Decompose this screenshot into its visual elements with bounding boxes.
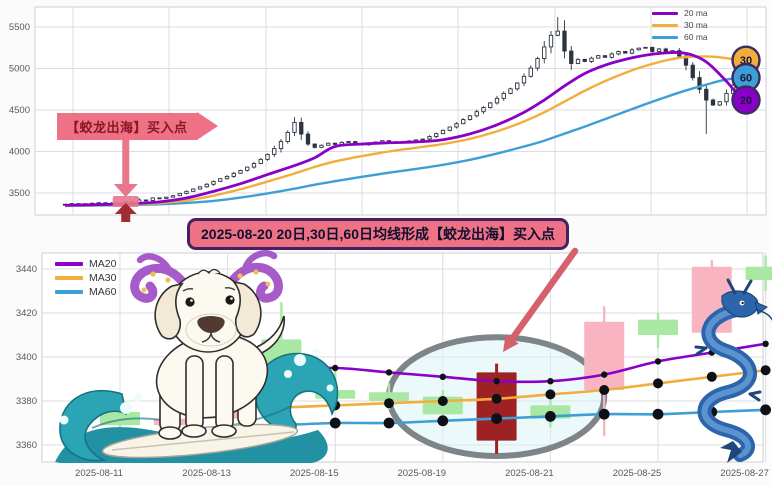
ma-marker-dot: [383, 417, 395, 429]
blue-dragon-illustration: [694, 278, 772, 463]
legend-item-ma60: MA60: [55, 286, 116, 298]
badge-label: 60: [740, 73, 752, 85]
legend-item-ma30: MA30: [55, 272, 116, 284]
overview-plot-area: [34, 6, 767, 216]
buy-point-banner: 【蛟龙出海】买入点: [57, 112, 218, 140]
candle: [638, 319, 678, 335]
x-tick-label: 2025-08-15: [290, 468, 339, 479]
dragon-tail-fin: [720, 441, 742, 463]
legend-label: MA60: [89, 286, 117, 298]
banner-arrowhead-icon: [196, 112, 218, 140]
overview-legend: 20 ma 30 ma 60 ma: [652, 8, 708, 42]
ma60-line-swatch: [55, 290, 83, 294]
candle: [584, 321, 625, 390]
y-tick-label: 3360: [16, 440, 37, 451]
badge-label: 20: [740, 95, 752, 107]
dragon-body-highlight: [701, 307, 753, 458]
ma20-line-swatch: [652, 11, 678, 15]
legend-label: 20 ma: [684, 8, 708, 18]
ma30-line-swatch: [652, 23, 678, 27]
ma-marker-dot: [762, 340, 769, 347]
detail-ma60-line: [281, 408, 766, 427]
ma-marker-dot: [599, 385, 610, 395]
x-tick-label: 2025-08-21: [505, 468, 554, 479]
ma-marker-dot: [653, 378, 663, 389]
legend-item-30ma: 30 ma: [652, 20, 708, 30]
down-arrow-icon: [122, 138, 130, 184]
x-tick-label: 2025-08-27: [720, 468, 769, 479]
callout-arrowhead-icon: [503, 334, 519, 352]
up-arrow-icon: [114, 203, 137, 214]
ma-marker-dot: [332, 364, 339, 372]
ma-marker-dot: [760, 365, 771, 376]
y-tick-label: 5000: [9, 64, 30, 75]
dragon-antlers: [130, 250, 283, 305]
ma-marker-dot: [760, 404, 771, 416]
overview-ma30-line: [64, 55, 741, 207]
ma-marker-dot: [439, 373, 446, 380]
y-tick-label: 4500: [9, 105, 30, 116]
ma60-line-swatch: [652, 35, 678, 39]
main-annotation-banner: 2025-08-20 20日,30日,60日均线形成【蛟龙出海】买入点: [187, 218, 569, 250]
y-tick-label: 3500: [9, 188, 30, 199]
ma-marker-dot: [547, 378, 554, 385]
callout-arrow: [503, 247, 579, 352]
badge-20: [731, 85, 761, 115]
surfing-dog-illustration: [55, 250, 339, 463]
x-tick-label: 2025-08-11: [75, 468, 123, 479]
candle: [369, 392, 409, 401]
overview-grid: [35, 7, 766, 215]
ma-marker-dot: [706, 371, 717, 382]
ma-marker-dot: [437, 396, 448, 406]
y-tick-label: 3420: [16, 308, 37, 319]
legend-item-ma20: MA20: [55, 258, 116, 270]
ma30-line-swatch: [55, 276, 83, 280]
dragon-head: [721, 278, 772, 321]
ma-marker-dot: [385, 369, 393, 376]
ma-marker-dot: [652, 408, 664, 420]
candle: [745, 266, 772, 280]
y-tick-label: 3400: [16, 352, 37, 363]
legend-label: MA30: [89, 272, 117, 284]
ma20-line-swatch: [55, 262, 83, 266]
ma-marker-dot: [491, 413, 502, 424]
overview-ma20-line: [64, 50, 742, 207]
y-tick-label: 3440: [16, 264, 37, 275]
overview-ma60-line: [64, 76, 741, 208]
legend-item-20ma: 20 ma: [652, 8, 708, 18]
ma-marker-dot: [545, 389, 556, 400]
legend-item-60ma: 60 ma: [652, 32, 708, 42]
buy-point-marker: [112, 138, 139, 222]
x-tick-label: 2025-08-19: [397, 468, 446, 479]
dog-illustration: [130, 250, 285, 440]
detail-legend: MA20 MA30 MA60: [55, 258, 116, 298]
ma-marker-dot: [601, 371, 608, 378]
ma-marker-dot: [329, 417, 341, 429]
x-tick-label: 2025-08-13: [182, 468, 231, 479]
ma-marker-dot: [598, 408, 610, 420]
buy-point-banner-text: 【蛟龙出海】买入点: [57, 112, 197, 140]
detail-ma20-line: [281, 342, 766, 384]
ma-marker-dot: [545, 411, 556, 422]
legend-label: MA20: [89, 258, 117, 270]
ma-marker-dot: [654, 358, 662, 365]
ma-marker-dot: [493, 378, 500, 385]
legend-label: 60 ma: [684, 32, 708, 42]
ma-marker-dot: [384, 398, 394, 409]
surfboard-stringer: [111, 431, 295, 451]
ma-marker-dot: [491, 393, 502, 404]
ma-marker-dot: [437, 415, 449, 427]
buy-signal-candle: [476, 372, 517, 441]
dragon-claws: [694, 345, 762, 402]
legend-label: 30 ma: [684, 20, 708, 30]
y-tick-label: 5500: [9, 22, 30, 33]
x-tick-label: 2025-08-25: [613, 468, 662, 479]
y-tick-label: 3380: [16, 396, 37, 407]
detail-ma30-line: [281, 368, 766, 409]
y-tick-label: 4000: [9, 147, 30, 158]
